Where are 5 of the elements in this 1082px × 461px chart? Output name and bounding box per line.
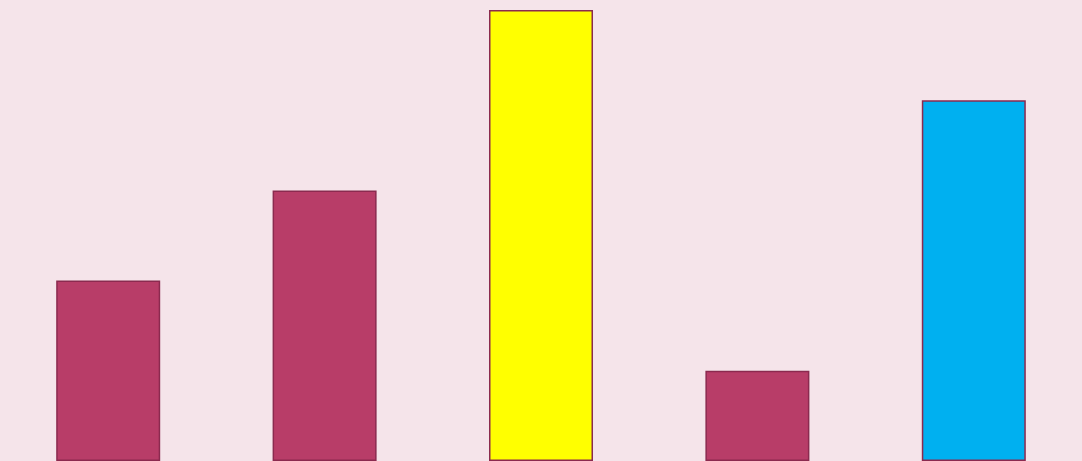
- bar: [705, 370, 810, 461]
- bar: [272, 190, 377, 461]
- bar: [921, 100, 1026, 461]
- bar: [489, 10, 593, 461]
- bar: [56, 280, 161, 461]
